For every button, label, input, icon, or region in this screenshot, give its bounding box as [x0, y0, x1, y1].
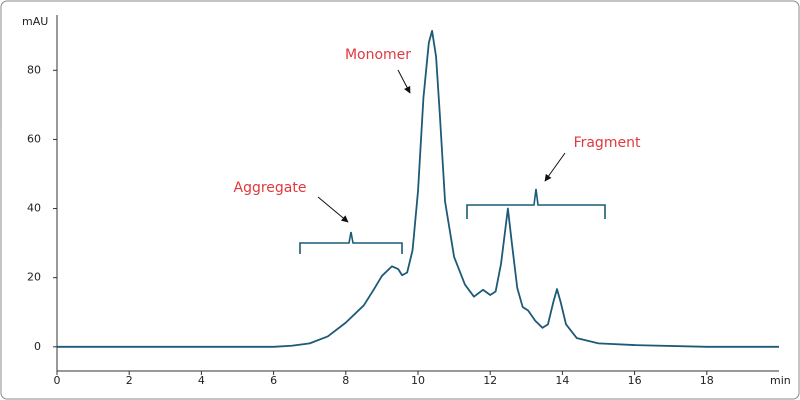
y-tick-label: 60 [27, 132, 41, 145]
y-tick-label: 20 [27, 271, 41, 284]
x-tick-label: 2 [126, 374, 133, 387]
y-tick-label: 40 [27, 202, 41, 215]
x-tick-label: 18 [700, 374, 714, 387]
arrow [544, 152, 566, 182]
arrow [317, 196, 349, 223]
x-tick-label: 0 [54, 374, 61, 387]
x-tick-label: 6 [270, 374, 277, 387]
bracket [299, 231, 403, 254]
y-axis-label: mAU [22, 15, 48, 28]
annotation: Aggregate [234, 180, 307, 196]
x-tick-label: 10 [411, 374, 425, 387]
y-tick-label: 80 [27, 63, 41, 76]
bracket [466, 188, 606, 219]
x-tick-label: 12 [483, 374, 497, 387]
annotation: Monomer [345, 47, 411, 63]
annotation: Fragment [574, 135, 641, 151]
x-axis-label: min [770, 374, 791, 387]
x-tick-label: 14 [555, 374, 569, 387]
y-tick-label: 0 [34, 340, 41, 353]
x-tick-label: 8 [342, 374, 349, 387]
chromatogram-line [57, 30, 779, 348]
x-tick-label: 4 [198, 374, 205, 387]
arrow [397, 69, 411, 94]
x-tick-label: 16 [628, 374, 642, 387]
